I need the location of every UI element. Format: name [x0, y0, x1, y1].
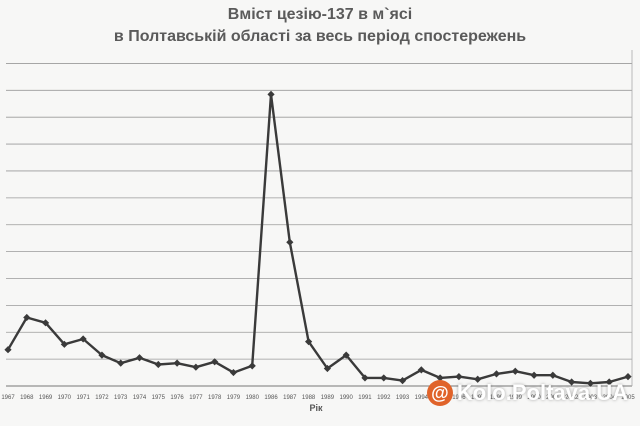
data-point — [511, 367, 519, 375]
data-point — [380, 374, 388, 382]
data-point — [248, 362, 256, 370]
x-tick-label: 1967 — [1, 395, 15, 401]
x-tick-label: 2003 — [584, 395, 598, 401]
x-tick-label: 1991 — [358, 395, 372, 401]
data-point — [135, 354, 144, 362]
data-point — [436, 374, 444, 382]
data-point — [455, 372, 463, 381]
data-point — [192, 363, 200, 371]
data-point — [568, 378, 576, 386]
x-tick-label: 1994 — [415, 395, 429, 401]
x-tick-label: 1971 — [76, 395, 90, 401]
x-tick-label: 1998 — [490, 395, 504, 401]
x-tick-label: 1970 — [58, 395, 72, 401]
x-tick-label: 1974 — [133, 395, 147, 401]
data-point — [586, 379, 595, 387]
data-point — [305, 338, 313, 346]
x-tick-label: 2000 — [527, 395, 541, 401]
x-tick-label: 1975 — [152, 395, 166, 401]
x-axis-label: Рік — [309, 403, 323, 413]
x-tick-label: 2001 — [546, 395, 560, 401]
data-point — [98, 351, 106, 359]
x-tick-label: 2004 — [603, 395, 617, 401]
x-tick-label: 1997 — [471, 395, 485, 401]
data-point — [4, 346, 12, 354]
data-point — [323, 364, 331, 373]
data-point — [23, 313, 31, 322]
data-point — [398, 377, 407, 385]
data-point — [41, 319, 50, 327]
x-tick-label: 1976 — [170, 395, 184, 401]
watermark-text: Kolo.Poltava.UA — [456, 380, 628, 405]
data-point — [154, 360, 162, 369]
data-point — [60, 340, 68, 348]
data-point — [530, 371, 538, 379]
x-tick-label: 2002 — [565, 395, 579, 401]
data-point — [492, 370, 501, 378]
x-tick-label: 2005 — [621, 395, 635, 401]
x-tick-label: 1972 — [95, 395, 109, 401]
x-tick-label: 1980 — [246, 395, 260, 401]
data-point — [549, 371, 557, 379]
at-sign-icon: @ — [426, 380, 453, 406]
data-point — [361, 374, 369, 382]
chart-title-line2: в Полтавській області за весь період спо… — [113, 28, 527, 45]
x-tick-label: 1977 — [189, 395, 203, 401]
x-tick-label: 1979 — [227, 395, 241, 401]
x-tick-label: 1996 — [452, 395, 466, 401]
x-tick-label: 1969 — [39, 395, 53, 401]
x-tick-label: 1978 — [208, 395, 222, 401]
data-point — [267, 90, 275, 98]
x-tick-label: 1989 — [321, 395, 335, 401]
chart-title: Вміст цезію-137 в м`ясі в Полтавській об… — [0, 4, 640, 48]
data-point — [229, 368, 238, 377]
data-point — [117, 359, 125, 367]
series-line — [6, 93, 629, 385]
x-tick-label: 1968 — [20, 395, 34, 401]
x-tick-label: 1992 — [377, 395, 391, 401]
data-point — [211, 358, 219, 366]
data-point — [79, 335, 87, 343]
data-point — [624, 372, 632, 381]
data-point — [286, 238, 294, 246]
x-tick-label: 1990 — [340, 395, 354, 401]
watermark: @ Kolo.Poltava.UA — [426, 380, 628, 406]
data-point — [173, 359, 181, 367]
data-point — [342, 351, 350, 359]
chart-title-line1: Вміст цезію-137 в м`ясі — [227, 6, 413, 23]
x-tick-label: 1986 — [264, 395, 278, 401]
data-point — [605, 378, 613, 386]
data-point — [417, 366, 425, 374]
x-tick-label: 1999 — [509, 395, 523, 401]
x-tick-label: 1988 — [302, 395, 316, 401]
x-tick-label: 1987 — [283, 395, 297, 401]
x-tick-label: 1973 — [114, 395, 128, 401]
data-point — [474, 375, 482, 383]
x-tick-label: 1993 — [396, 395, 410, 401]
